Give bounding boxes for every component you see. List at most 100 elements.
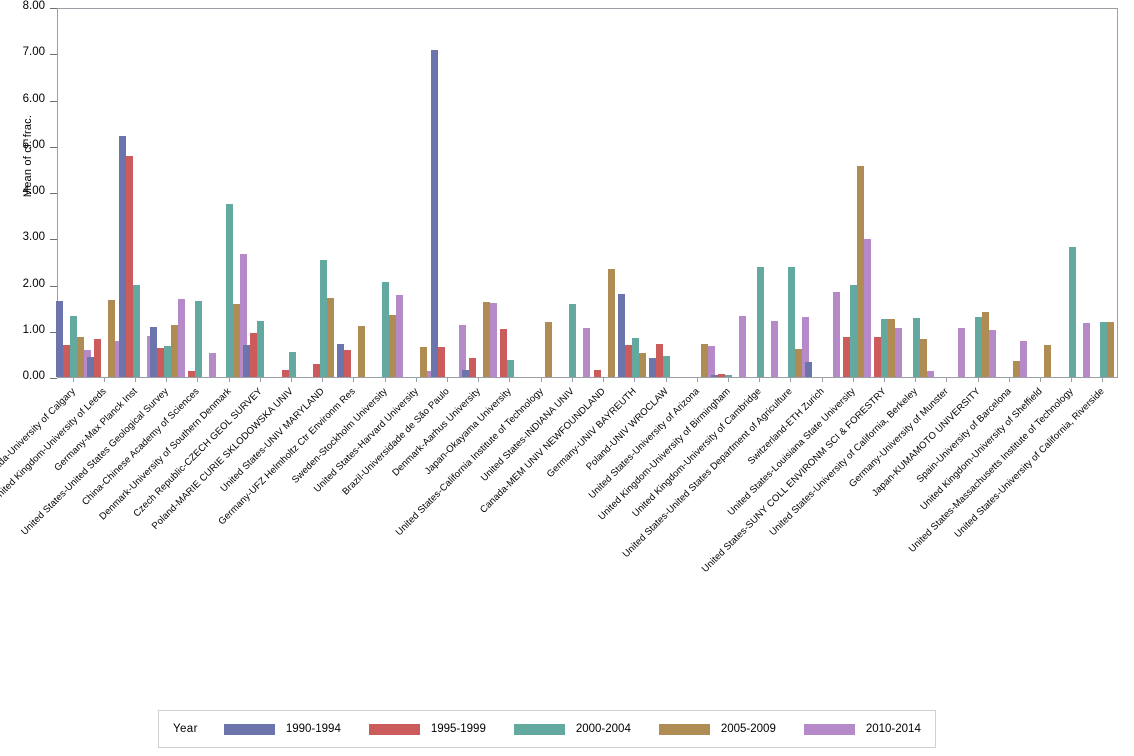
y-tick-mark	[50, 54, 57, 56]
x-tick	[1039, 378, 1041, 382]
bar-group	[711, 9, 747, 377]
x-tick-label: United States-University of California, …	[953, 386, 1108, 541]
bar	[281, 370, 289, 377]
bar	[343, 350, 351, 377]
y-tick-label: 6.00	[22, 92, 45, 105]
y-tick-mark	[50, 146, 57, 148]
bars-container	[56, 9, 1117, 377]
bar-group	[212, 9, 248, 377]
x-tick	[478, 378, 480, 382]
bar	[850, 284, 858, 377]
legend: Year 1990-1994 1995-1999 2000-2004 2005-200…	[158, 710, 936, 748]
x-tick	[696, 378, 698, 382]
bar	[725, 375, 733, 377]
bar	[794, 349, 802, 377]
bar	[975, 316, 983, 377]
bar	[649, 357, 656, 377]
bar	[787, 266, 795, 377]
bar	[87, 356, 95, 377]
x-tick	[1102, 378, 1104, 382]
y-tick-label: 3.00	[22, 231, 45, 244]
x-tick	[915, 378, 917, 382]
bar	[569, 304, 577, 377]
bar	[194, 300, 202, 377]
bar-group	[867, 9, 903, 377]
y-tick-mark	[50, 8, 57, 9]
bar-group	[368, 9, 404, 377]
bar	[982, 311, 990, 377]
bar	[125, 155, 133, 377]
bar	[912, 318, 920, 377]
x-tick	[977, 378, 979, 382]
x-tick	[946, 378, 948, 382]
x-tick	[228, 378, 230, 382]
bar	[624, 344, 632, 377]
legend-label: 1990-1994	[285, 723, 341, 735]
bar	[545, 321, 553, 377]
x-tick	[821, 378, 823, 382]
x-tick	[1008, 378, 1010, 382]
y-tick-mark	[50, 193, 57, 194]
legend-item[interactable]: 1990-1994	[223, 723, 341, 735]
bar	[711, 374, 719, 377]
bar-group	[430, 9, 466, 377]
bar	[233, 304, 241, 377]
bar	[701, 343, 709, 377]
x-tick	[1071, 378, 1073, 382]
bar	[208, 353, 216, 377]
bar	[631, 337, 639, 377]
bar	[656, 343, 663, 377]
bar	[957, 328, 965, 377]
y-tick-mark	[50, 239, 57, 241]
bar	[458, 325, 466, 377]
bar	[801, 317, 809, 377]
legend-swatch	[513, 723, 565, 735]
bar	[1099, 321, 1107, 377]
bar-group	[774, 9, 809, 377]
bar	[1106, 321, 1114, 377]
bar	[489, 303, 497, 377]
y-tick-label: 2.00	[22, 277, 45, 290]
bar-group	[149, 9, 185, 377]
bar	[593, 369, 601, 377]
legend-item[interactable]: 2000-2004	[513, 723, 631, 735]
bar	[926, 371, 934, 377]
x-tick	[291, 378, 293, 382]
bar	[250, 332, 258, 377]
legend-items: 1990-1994 1995-1999 2000-2004 2005-2009 2010…	[223, 723, 921, 735]
bar	[1020, 341, 1028, 377]
x-tick	[634, 378, 636, 382]
bar	[187, 370, 195, 377]
x-tick	[353, 378, 355, 382]
legend-swatch	[368, 723, 420, 735]
bar	[240, 253, 248, 377]
bar-group	[56, 9, 92, 377]
bar-group	[1023, 9, 1058, 377]
x-tick	[883, 378, 885, 382]
bar	[864, 239, 872, 377]
bar	[70, 316, 78, 377]
legend-swatch	[803, 723, 855, 735]
y-tick-label: 8.00	[22, 0, 45, 12]
y-tick-label: 4.00	[22, 185, 45, 197]
bar-group	[680, 9, 716, 377]
bar	[257, 320, 265, 377]
bar	[319, 260, 327, 377]
bar-group	[461, 9, 497, 377]
bar	[382, 282, 390, 377]
x-tick	[852, 378, 854, 382]
bar	[583, 327, 591, 377]
bar	[881, 318, 889, 377]
y-tick-mark	[50, 100, 57, 102]
y-tick-mark	[50, 331, 57, 333]
bar-group	[617, 9, 653, 377]
legend-label: 2000-2004	[575, 723, 631, 735]
bar	[420, 347, 428, 377]
bar-group	[524, 9, 559, 377]
bar-group	[836, 9, 872, 377]
legend-item[interactable]: 2005-2009	[658, 723, 776, 735]
legend-item[interactable]: 2010-2014	[803, 723, 921, 735]
x-tick	[447, 378, 449, 382]
legend-item[interactable]: 1995-1999	[368, 723, 486, 735]
